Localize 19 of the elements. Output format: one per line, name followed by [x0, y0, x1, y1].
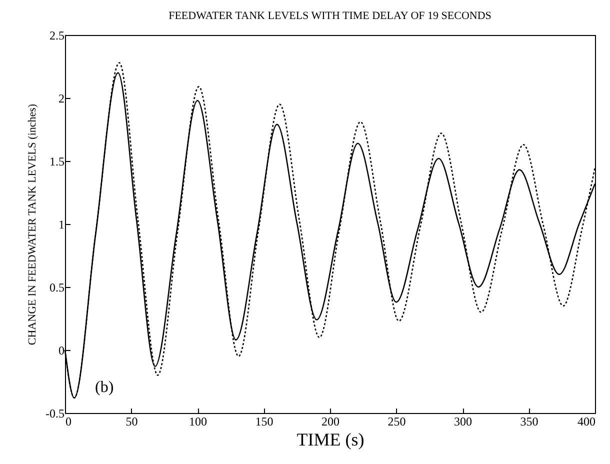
x-tick-label: 400	[578, 414, 596, 428]
y-tick-label: 0	[58, 344, 64, 358]
x-axis-title: TIME (s)	[296, 430, 364, 450]
x-tick-label: 150	[255, 414, 274, 428]
x-tick-label: 250	[388, 414, 406, 428]
x-tick-label: 100	[189, 414, 207, 428]
y-tick-label: 2.5	[50, 28, 64, 42]
y-axis-title: CHANGE IN FEEDWATER TANK LEVELS (inches)	[26, 104, 39, 346]
x-tick-label: 50	[126, 414, 138, 428]
x-tick-label: 200	[322, 414, 340, 428]
y-tick-label: 0.5	[50, 280, 64, 294]
y-tick-label: -0.5	[46, 406, 64, 420]
x-tick-label: 300	[454, 414, 472, 428]
x-tick-label: 350	[520, 414, 538, 428]
annotation: (b)	[95, 379, 114, 396]
y-tick-label: 2	[58, 92, 64, 106]
y-tick-label: 1.5	[50, 154, 64, 168]
chart-title: FEEDWATER TANK LEVELS WITH TIME DELAY OF 19 SECONDS	[168, 10, 492, 22]
y-tick-label: 1	[58, 218, 64, 232]
